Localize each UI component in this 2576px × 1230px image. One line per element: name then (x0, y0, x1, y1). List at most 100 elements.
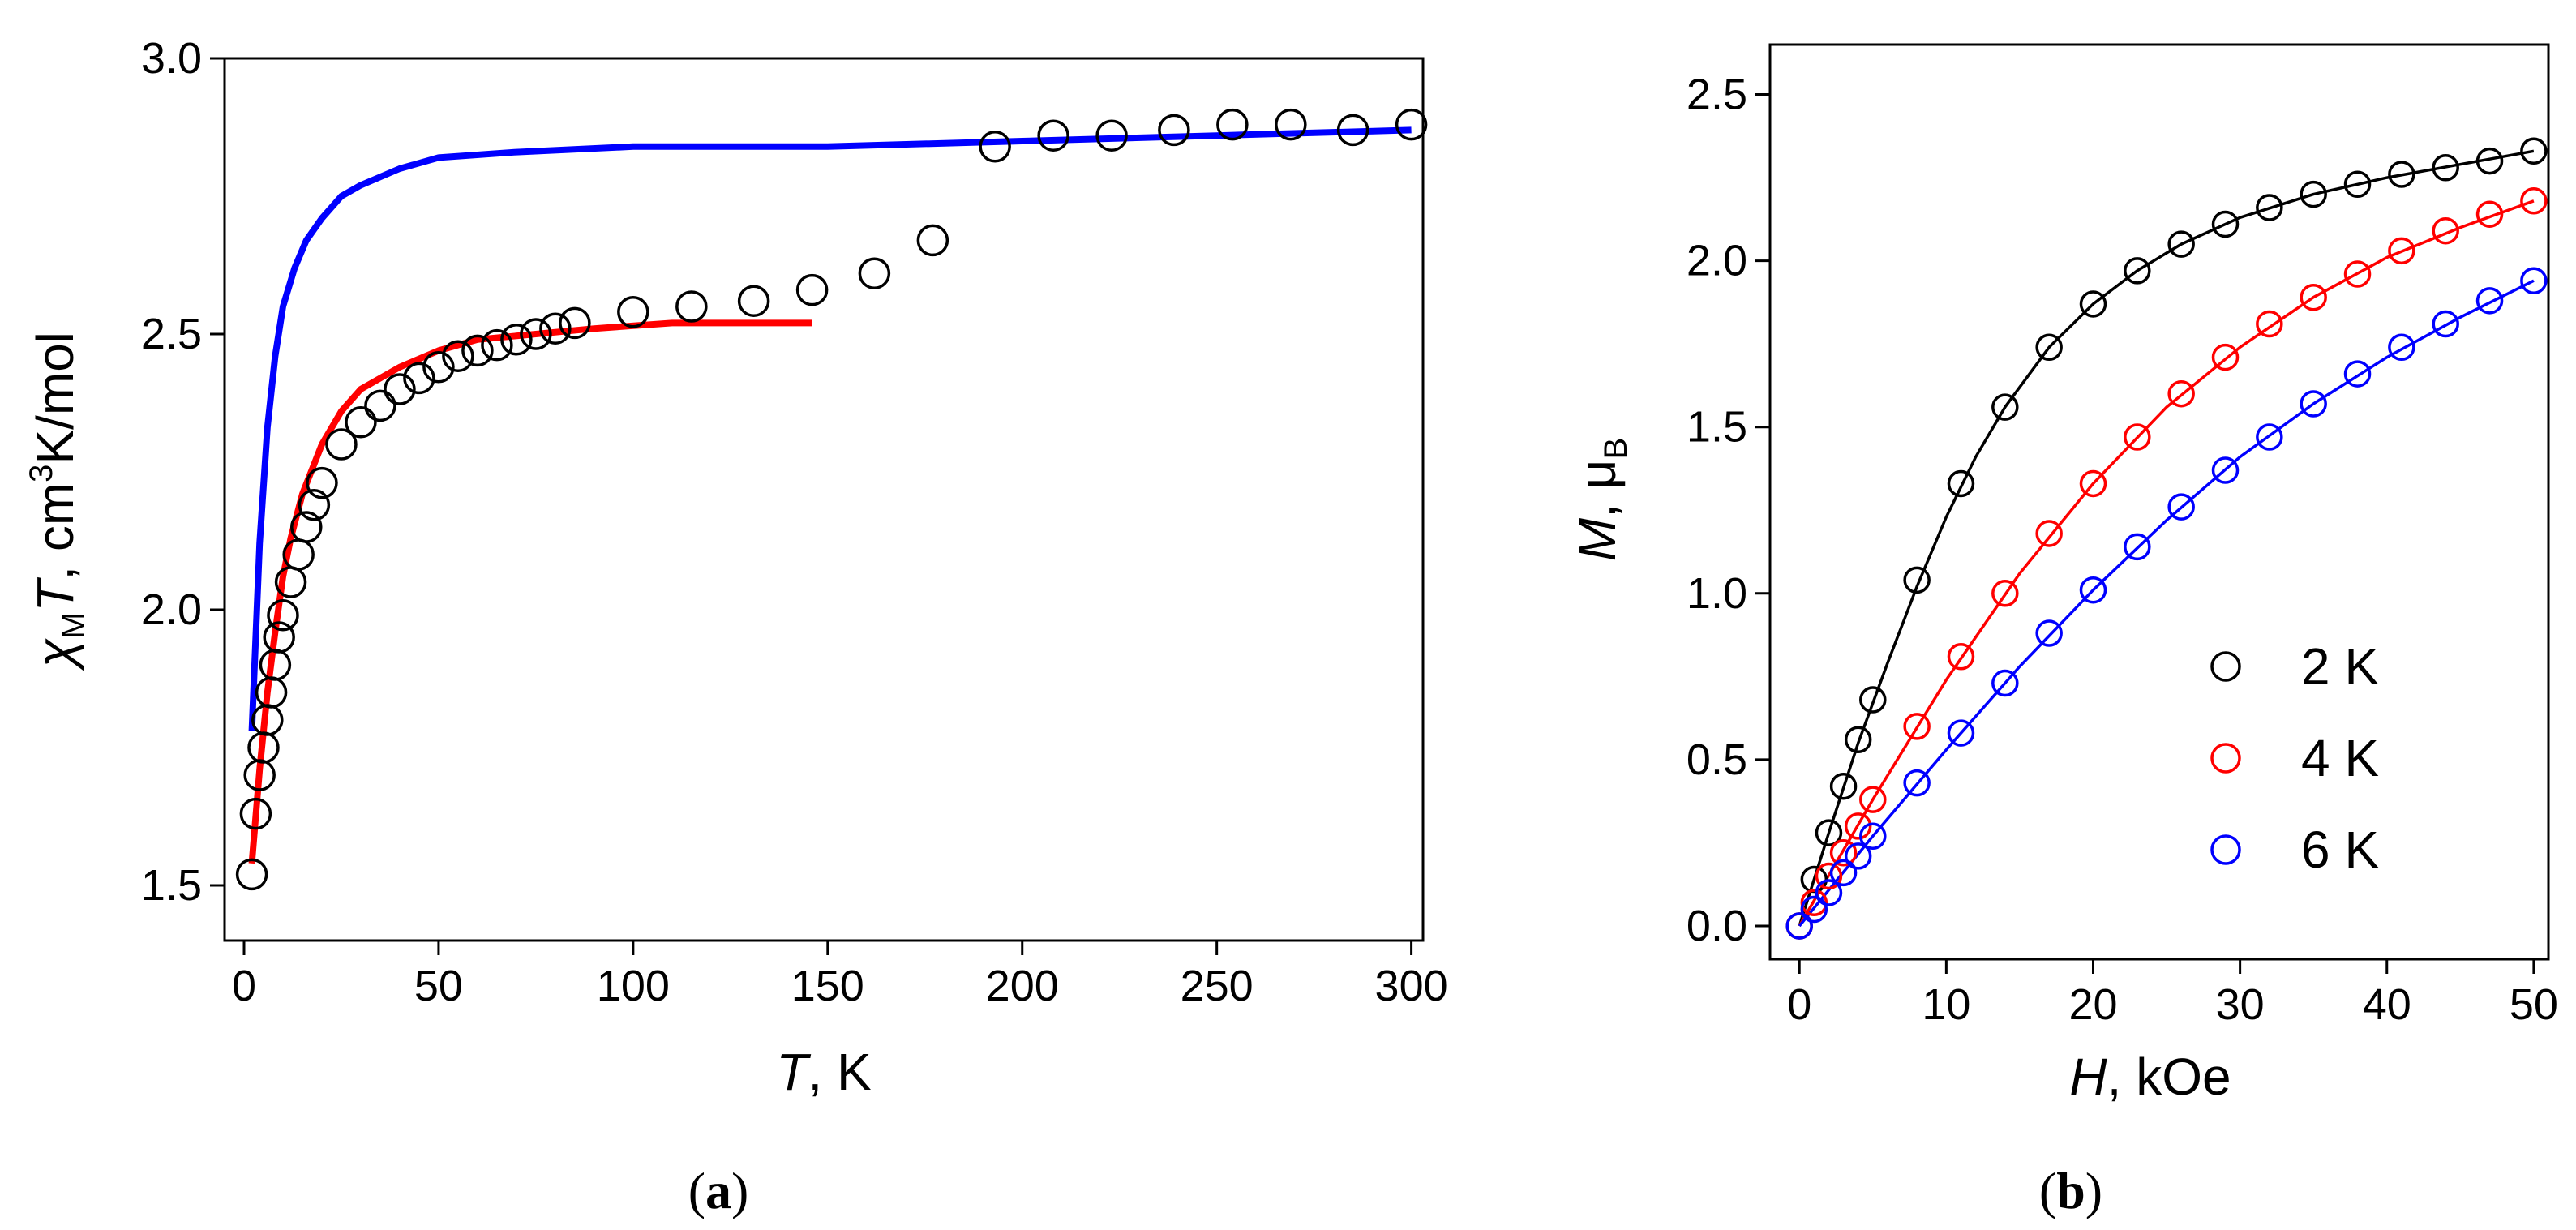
data-point (1903, 769, 1931, 797)
data-point (364, 389, 396, 422)
fit-line-2K (1798, 149, 2535, 927)
chart-panel-b: 0 10 20 30 40 50 0.0 0.5 1.0 1.5 2.0 2.5 2 K 4 K 6 K… (1568, 43, 2558, 1219)
y-tick-label: 3.0 (141, 34, 202, 83)
data-point (1037, 119, 1069, 152)
data-points-a (235, 108, 1428, 891)
data-point (1903, 713, 1931, 740)
data-point (1991, 580, 2019, 607)
fit-line-6K (1798, 279, 2535, 928)
data-point (2432, 154, 2459, 182)
plot-frame-a (223, 57, 1425, 942)
x-axis-ticks-a: 0 50 100 150 200 250 300 (232, 941, 1448, 1010)
data-point (1815, 819, 1843, 846)
data-point (2300, 390, 2327, 418)
y-tick-label: 2.0 (1687, 237, 1747, 285)
data-point (2343, 170, 2372, 199)
data-point (1991, 669, 2019, 697)
x-tick-label: 30 (2216, 980, 2265, 1029)
data-point (1275, 108, 1307, 141)
data-point (1336, 114, 1369, 147)
data-point (2343, 360, 2372, 388)
data-point (2520, 137, 2548, 165)
fit-line-fit-low-T (248, 319, 812, 864)
data-point (1829, 859, 1858, 887)
x-tick-label: 0 (232, 962, 256, 1010)
data-point (2211, 210, 2240, 238)
x-axis-label-b: H, kOe (2069, 1048, 2231, 1106)
x-tick-label: 50 (414, 962, 463, 1010)
data-point (2300, 283, 2327, 311)
data-point (298, 489, 331, 521)
y-tick-label: 0.5 (1687, 735, 1747, 784)
x-axis-label-a: T, K (776, 1043, 871, 1101)
x-tick-label: 20 (2068, 980, 2117, 1029)
data-point (2079, 576, 2107, 604)
data-point (403, 362, 435, 395)
data-points-b (1785, 137, 2548, 940)
x-tick-label: 50 (2510, 980, 2558, 1029)
data-point (2475, 200, 2504, 228)
data-point (2343, 260, 2372, 288)
data-point (1815, 862, 1843, 890)
data-point (2256, 423, 2283, 451)
legend-label: 2 K (2301, 637, 2379, 696)
data-point (2475, 147, 2504, 175)
data-point (559, 306, 591, 340)
y-tick-label: 0.0 (1687, 902, 1747, 950)
data-point (675, 290, 708, 323)
y-tick-label: 2.5 (141, 310, 202, 358)
data-point (1947, 642, 1975, 671)
data-point (481, 328, 513, 362)
data-point (1395, 108, 1428, 141)
chart-panel-a: 0 50 100 150 200 250 300 1.5 2.0 2.5 3.0 T, K χMT… (24, 34, 1448, 1219)
data-point (2167, 493, 2195, 521)
data-point (2520, 187, 2548, 215)
y-tick-label: 1.0 (1687, 569, 1747, 618)
data-point (384, 373, 416, 405)
y-tick-label: 1.5 (141, 861, 202, 910)
y-axis-ticks-a: 1.5 2.0 2.5 3.0 (141, 34, 225, 910)
data-point (1800, 889, 1828, 917)
data-point (979, 131, 1011, 163)
x-tick-label: 100 (597, 962, 670, 1010)
data-point (325, 428, 358, 461)
y-tick-label: 2.5 (1687, 71, 1747, 119)
data-point (2035, 520, 2063, 547)
data-point (1859, 786, 1887, 813)
data-point (1947, 469, 1975, 498)
data-point (2124, 533, 2151, 561)
data-point (2388, 237, 2415, 265)
y-tick-label: 2.0 (141, 585, 202, 634)
data-point (1903, 566, 1931, 594)
x-tick-label: 10 (1922, 980, 1970, 1029)
data-point (1829, 772, 1858, 800)
data-point (306, 466, 338, 499)
legend-marker (2210, 743, 2241, 774)
data-point (1785, 912, 1813, 940)
x-tick-label: 300 (1375, 962, 1448, 1010)
data-point (1859, 686, 1887, 714)
data-point (2211, 343, 2240, 371)
data-point (2211, 456, 2240, 484)
fit-line-4K (1798, 199, 2535, 927)
data-point (858, 257, 891, 289)
x-tick-label: 200 (986, 962, 1059, 1010)
data-point (2167, 379, 2195, 408)
data-point (2079, 469, 2107, 498)
x-tick-label: 40 (2363, 980, 2411, 1029)
fit-line-fit-high-T (248, 126, 1412, 731)
data-point (617, 296, 649, 328)
x-axis-ticks-b: 0 10 20 30 40 50 (1787, 959, 2558, 1029)
y-axis-label-a: χMT, cm3K/mol (24, 332, 92, 671)
data-point (2256, 310, 2283, 338)
y-tick-label: 1.5 (1687, 403, 1747, 452)
legend-marker (2210, 834, 2241, 865)
data-point (2124, 423, 2151, 451)
data-point (1829, 838, 1858, 867)
data-point (1844, 842, 1872, 870)
legend-marker (2210, 651, 2241, 682)
x-tick-label: 250 (1181, 962, 1254, 1010)
data-point (2035, 619, 2063, 647)
data-point (267, 599, 299, 632)
